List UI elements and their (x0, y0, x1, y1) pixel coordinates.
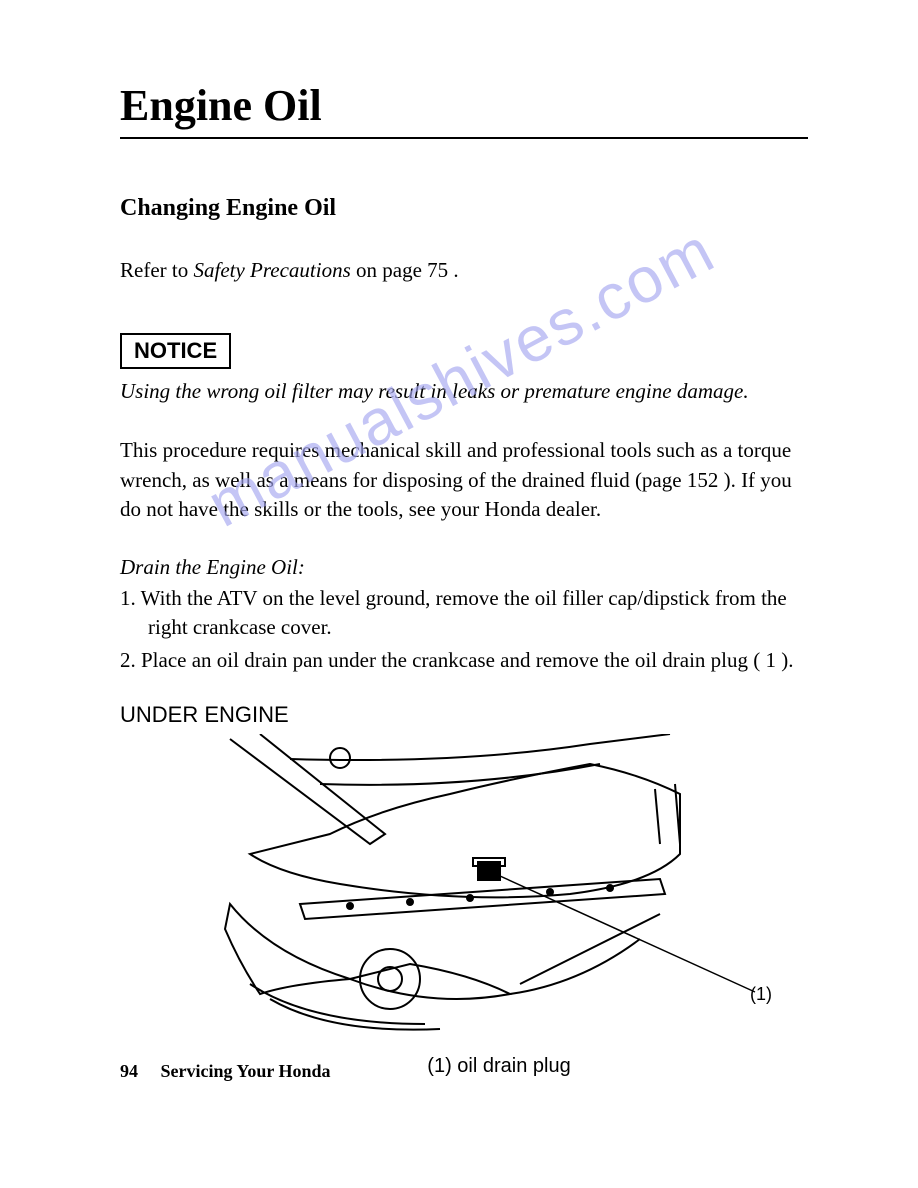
document-page: Engine Oil Changing Engine Oil Refer to … (0, 0, 918, 1118)
page-footer: 94 Servicing Your Honda (120, 1061, 331, 1082)
callout-number: (1) (750, 984, 772, 1005)
title-rule (120, 137, 808, 139)
refer-italic: Safety Precautions (193, 258, 350, 282)
step-list: 1. With the ATV on the level ground, rem… (120, 584, 808, 676)
section-heading: Changing Engine Oil (120, 195, 808, 222)
footer-text: Servicing Your Honda (161, 1061, 331, 1081)
notice-box: NOTICE (120, 333, 231, 369)
footer-pagenum: 94 (120, 1061, 138, 1081)
page-title: Engine Oil (120, 80, 808, 131)
refer-line: Refer to Safety Precautions on page 75 . (120, 258, 808, 283)
refer-suffix: on page 75 . (351, 258, 459, 282)
step-item: 1. With the ATV on the level ground, rem… (120, 584, 808, 643)
notice-text: Using the wrong oil filter may result in… (120, 377, 808, 406)
diagram-area: (1) (210, 734, 770, 1039)
drain-heading: Drain the Engine Oil: (120, 555, 808, 580)
notice-label: NOTICE (134, 338, 217, 363)
procedure-text: This procedure requires mechanical skill… (120, 436, 808, 524)
refer-prefix: Refer to (120, 258, 193, 282)
step-item: 2. Place an oil drain pan under the cran… (120, 646, 808, 675)
engine-diagram (210, 734, 770, 1034)
under-engine-label: UNDER ENGINE (120, 702, 808, 728)
